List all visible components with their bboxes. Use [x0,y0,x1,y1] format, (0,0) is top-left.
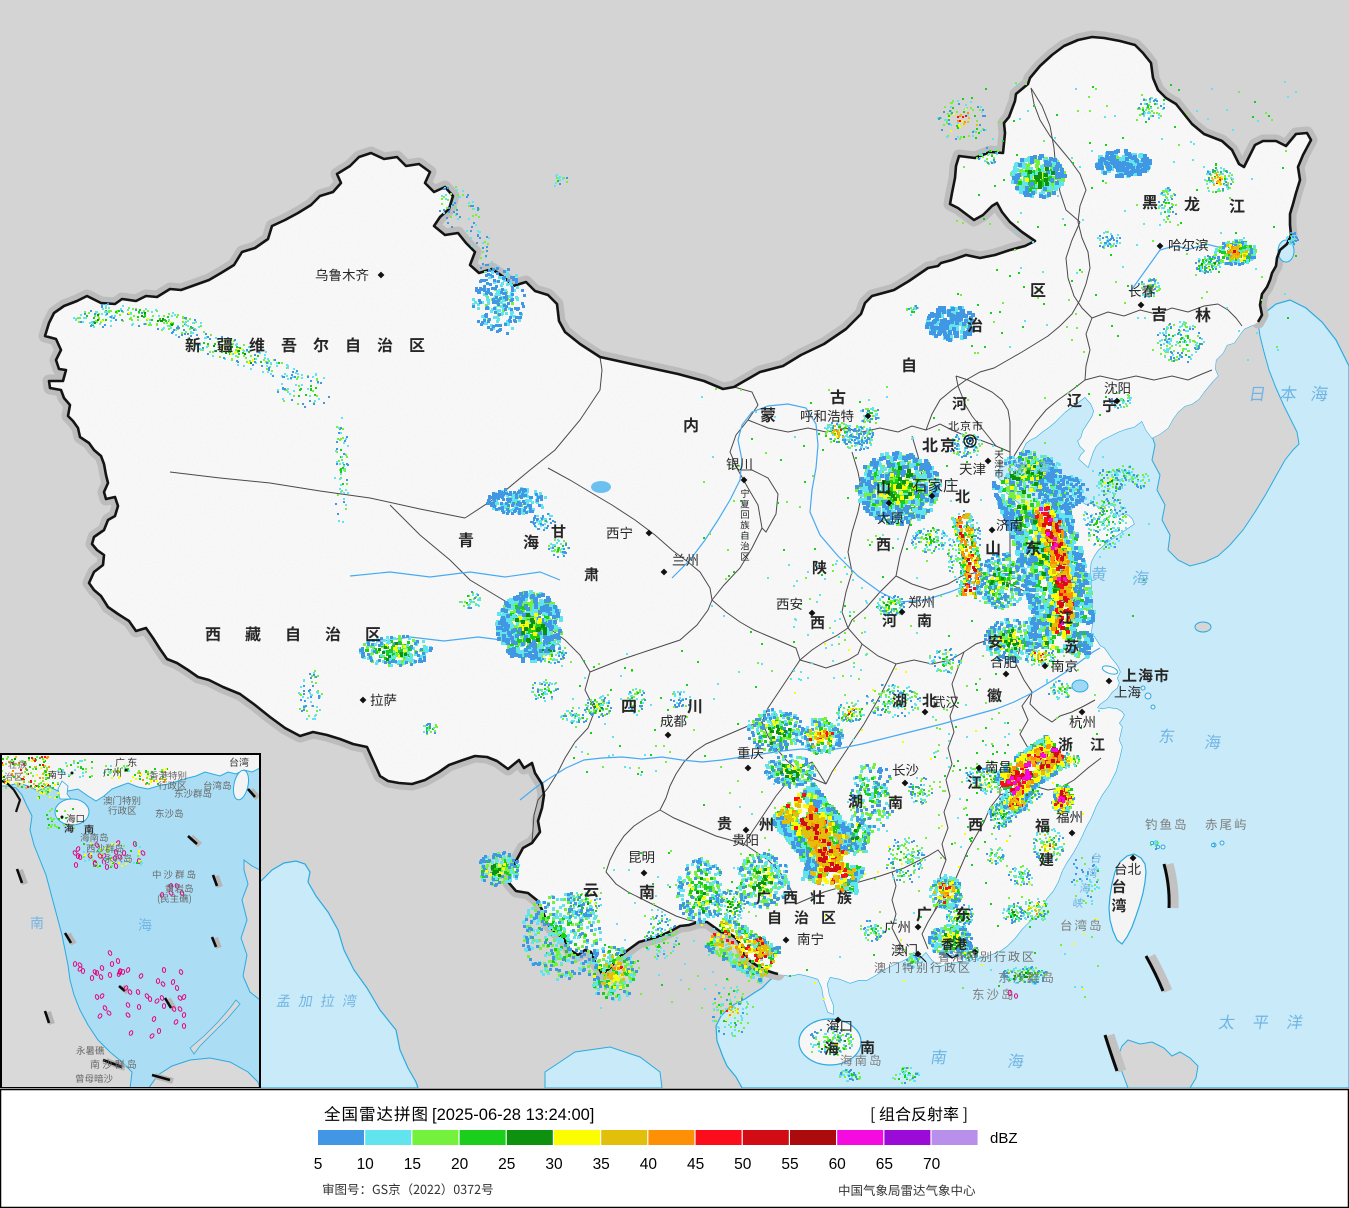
svg-text:20: 20 [451,1156,469,1173]
svg-text:50: 50 [734,1156,752,1173]
svg-text:15: 15 [404,1156,421,1173]
svg-text:70: 70 [923,1156,941,1173]
svg-text:60: 60 [829,1156,847,1173]
svg-text:10: 10 [357,1156,375,1173]
svg-text:35: 35 [593,1156,610,1173]
svg-text:30: 30 [545,1156,563,1173]
svg-text:45: 45 [687,1156,704,1173]
svg-text:55: 55 [781,1156,798,1173]
svg-text:[2025-06-28 13:24:00]: [2025-06-28 13:24:00] [432,1106,594,1124]
svg-text:dBZ: dBZ [990,1130,1018,1147]
svg-text:5: 5 [314,1156,323,1173]
svg-text:25: 25 [498,1156,515,1173]
svg-text:65: 65 [876,1156,893,1173]
svg-text:40: 40 [640,1156,658,1173]
